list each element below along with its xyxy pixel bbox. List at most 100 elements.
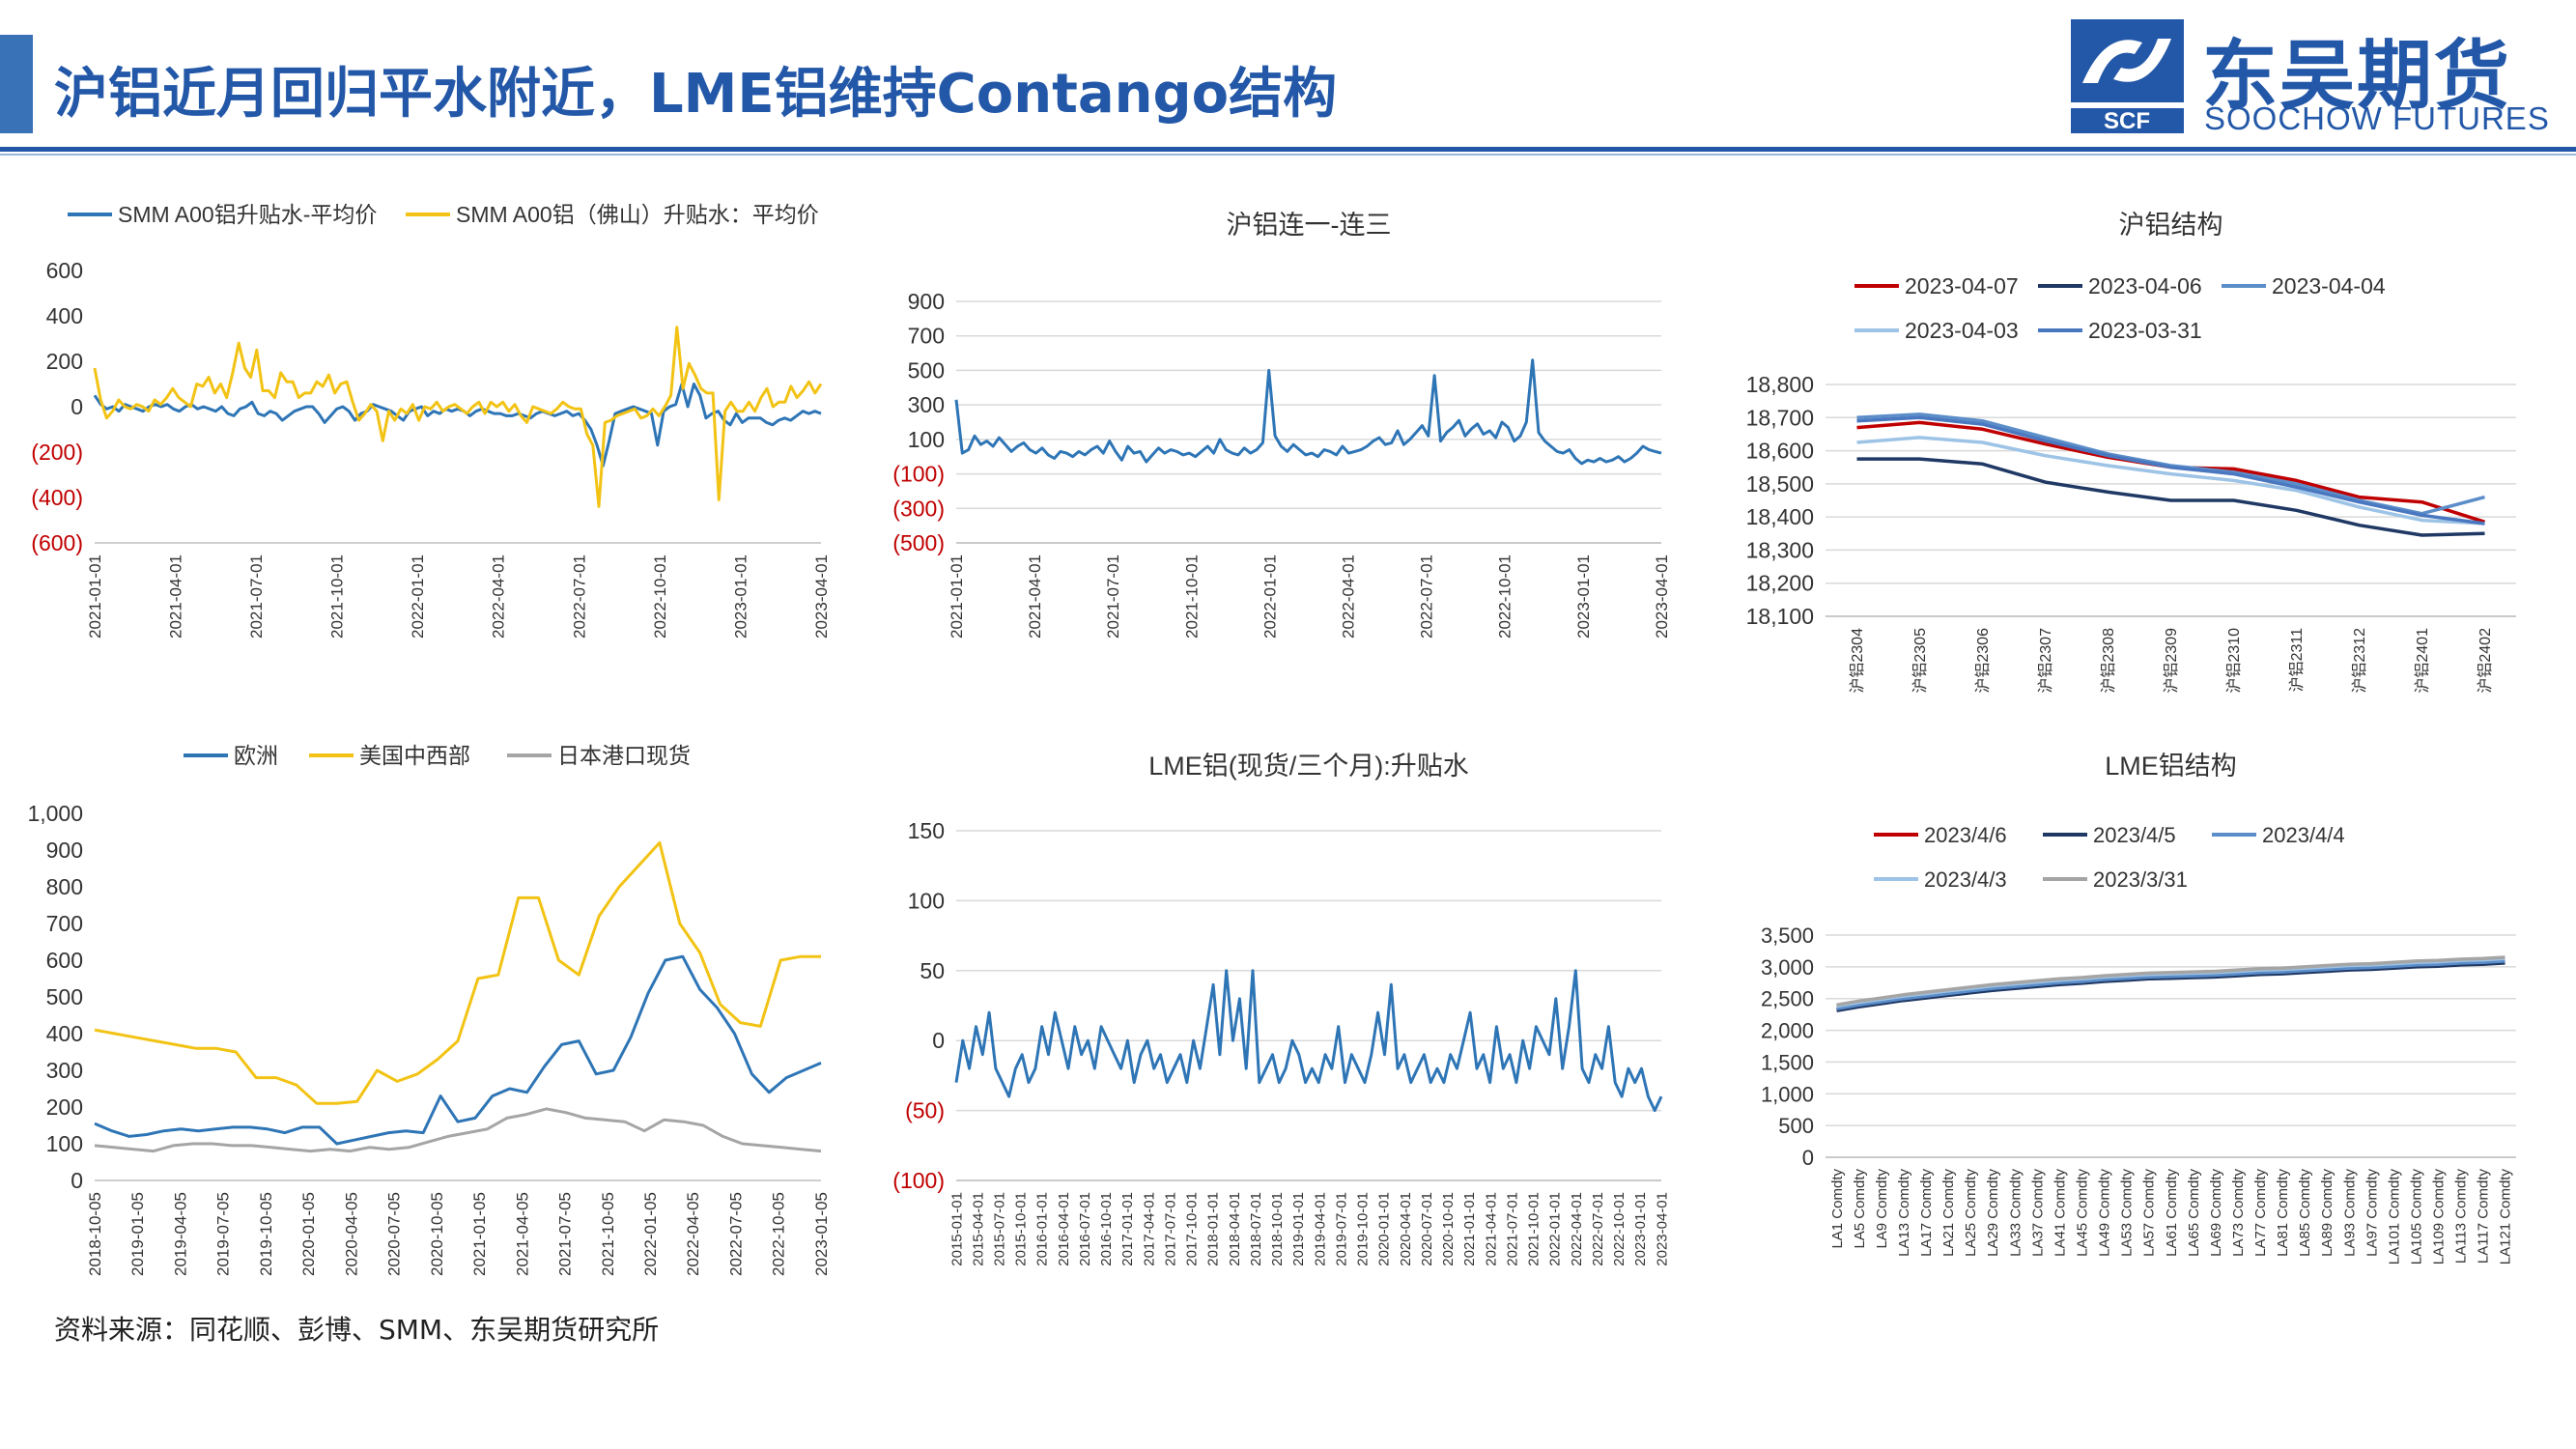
x-tick-label: 沪铝2312 <box>2351 628 2368 694</box>
x-tick-label: 2017-01-01 <box>1119 1192 1136 1266</box>
x-tick-label: LA109 Comdty <box>2431 1169 2448 1265</box>
y-tick-label: 150 <box>908 818 945 843</box>
x-tick-label: 2017-04-01 <box>1141 1192 1157 1266</box>
y-tick-label: 100 <box>46 1131 83 1156</box>
logo-mark: SCF <box>2104 108 2150 134</box>
chart-svg: LME铝结构 3,500 3,000 2,500 2,000 1,500 1,000 500 0… <box>1761 752 2516 1265</box>
x-tick-label: 2022-07-01 <box>1590 1192 1606 1266</box>
x-tick-label: LA77 Comdty <box>2252 1169 2269 1257</box>
x-tick-label: LA37 Comdty <box>2029 1169 2046 1257</box>
x-tick-label: LA65 Comdty <box>2186 1169 2202 1257</box>
x-tick-label: 2019-04-01 <box>1312 1192 1328 1266</box>
y-tick-label: 18,500 <box>1746 471 1814 497</box>
series-line <box>94 954 822 1146</box>
x-tick-label: LA85 Comdty <box>2297 1169 2313 1257</box>
y-tick-label: 400 <box>46 303 83 328</box>
x-tick-label: LA5 Comdty <box>1852 1169 1868 1249</box>
legend-label: 2023-04-07 <box>1905 273 2019 298</box>
y-tick-label: 200 <box>46 349 83 374</box>
x-tick-label: LA121 Comdty <box>2498 1169 2514 1265</box>
x-tick-label: 2016-01-01 <box>1034 1192 1051 1266</box>
y-tick-label: 18,100 <box>1746 604 1814 629</box>
y-tick-label: 900 <box>908 289 945 314</box>
header-rule <box>0 147 2576 152</box>
x-tick-label: LA41 Comdty <box>2052 1169 2068 1257</box>
series-line <box>1856 436 2485 526</box>
x-tick-label: 2022-04-01 <box>1569 1192 1585 1266</box>
x-tick-label: LA57 Comdty <box>2141 1169 2158 1257</box>
y-tick-label: 300 <box>46 1058 83 1083</box>
x-tick-label: 沪铝2307 <box>2037 628 2054 694</box>
y-tick-label: (100) <box>892 462 945 487</box>
x-tick-label: 2021-07-01 <box>247 554 266 639</box>
x-tick-label: 2019-10-05 <box>257 1192 275 1276</box>
x-tick-label: 2021-04-01 <box>1026 554 1044 639</box>
company-logo: SCF 东吴期货 SOOCHOW FUTURES <box>2067 15 2569 136</box>
x-tick-label: 2020-01-05 <box>299 1192 318 1276</box>
x-tick-label: 2019-07-05 <box>214 1192 233 1276</box>
x-tick-label: 2020-10-01 <box>1440 1192 1457 1266</box>
y-tick-label: 700 <box>46 911 83 936</box>
chart-svg: 1,000 900 800 700 600 500 400 300 200 100 02018-10… <box>27 743 831 1276</box>
y-tick-label: 3,000 <box>1761 955 1814 980</box>
chart-svg: LME铝(现货/三个月):升贴水150100500(50)(100)2015-0… <box>892 752 1670 1266</box>
chart-shfe-spread: 沪铝连一-连三 900 700 500 300 100 (100) (300) (500) 202… <box>855 193 1685 715</box>
y-tick-label: 500 <box>908 357 945 383</box>
y-tick-label: 500 <box>1778 1114 1814 1138</box>
legend-label: 2023-04-03 <box>1905 318 2019 343</box>
x-tick-label: LA93 Comdty <box>2341 1169 2358 1257</box>
chart-svg: 沪铝结构 18,800 18,700 18,600 18,500 18,400 18,300… <box>1746 211 2516 694</box>
scf-logo-icon: SCF <box>2071 19 2184 134</box>
y-tick-label: 18,300 <box>1746 537 1814 562</box>
x-tick-label: 沪铝2401 <box>2414 628 2431 694</box>
y-tick-label: 2,000 <box>1761 1019 1814 1043</box>
x-tick-label: 2017-07-01 <box>1162 1192 1178 1266</box>
x-tick-label: 2017-10-01 <box>1184 1192 1201 1266</box>
y-tick-label: 900 <box>46 838 83 863</box>
y-tick-label: 18,700 <box>1746 405 1814 430</box>
chart-title: LME铝(现货/三个月):升贴水 <box>1148 752 1469 781</box>
y-tick-label: 100 <box>908 888 945 913</box>
x-tick-label: 2020-10-05 <box>428 1192 446 1276</box>
x-tick-label: LA49 Comdty <box>2097 1169 2113 1257</box>
x-tick-label: 2022-10-01 <box>651 554 669 639</box>
y-tick-label: 2,500 <box>1761 987 1814 1011</box>
y-tick-label: 0 <box>1802 1146 1814 1170</box>
x-tick-label: 2020-01-01 <box>1376 1192 1393 1266</box>
y-tick-label: (300) <box>892 496 945 521</box>
x-tick-label: 沪铝2306 <box>1974 628 1992 694</box>
x-tick-label: 2015-01-01 <box>948 1192 965 1266</box>
x-tick-label: 2020-04-01 <box>1398 1192 1414 1266</box>
y-tick-label: 200 <box>46 1094 83 1120</box>
x-tick-label: LA21 Comdty <box>1940 1169 1957 1257</box>
x-tick-label: 2021-10-01 <box>328 554 347 639</box>
x-tick-label: LA97 Comdty <box>2364 1169 2380 1257</box>
x-tick-label: 2022-01-01 <box>409 554 427 639</box>
y-tick-label: 1,000 <box>1761 1082 1814 1106</box>
chart-shfe-structure: 沪铝结构 18,800 18,700 18,600 18,500 18,400 18,300… <box>1705 193 2555 715</box>
x-tick-label: 2021-04-01 <box>1483 1192 1499 1266</box>
legend-label: 2023-03-31 <box>2088 318 2202 343</box>
y-tick-label: 18,200 <box>1746 571 1814 596</box>
x-tick-label: 2023-01-05 <box>812 1192 831 1276</box>
y-tick-label: (200) <box>31 440 83 465</box>
x-tick-label: 2022-04-05 <box>684 1192 702 1276</box>
series-line <box>1836 959 2505 1010</box>
x-tick-label: 2021-10-05 <box>599 1192 617 1276</box>
legend-label: 2023-04-06 <box>2088 273 2202 298</box>
series-line <box>954 358 1662 466</box>
y-tick-label: 0 <box>71 394 83 419</box>
x-tick-label: LA105 Comdty <box>2408 1169 2424 1265</box>
x-tick-label: 2021-01-05 <box>470 1192 489 1276</box>
x-tick-label: LA1 Comdty <box>1829 1169 1846 1249</box>
y-tick-label: 3,500 <box>1761 923 1814 948</box>
x-tick-label: 2022-01-05 <box>641 1192 660 1276</box>
x-tick-label: 2016-07-01 <box>1077 1192 1093 1266</box>
x-tick-label: LA25 Comdty <box>1963 1169 1979 1257</box>
legend-label: 欧洲 <box>234 743 278 768</box>
x-tick-label: LA33 Comdty <box>2007 1169 2024 1257</box>
source-note: 资料来源：同花顺、彭博、SMM、东吴期货研究所 <box>54 1314 660 1346</box>
chart-lme-cash-3m: LME铝(现货/三个月):升贴水 150 100 50 0 (50) (100) 2015-0… <box>855 734 1685 1294</box>
x-tick-label: LA89 Comdty <box>2319 1169 2335 1257</box>
y-tick-label: 0 <box>71 1168 83 1193</box>
